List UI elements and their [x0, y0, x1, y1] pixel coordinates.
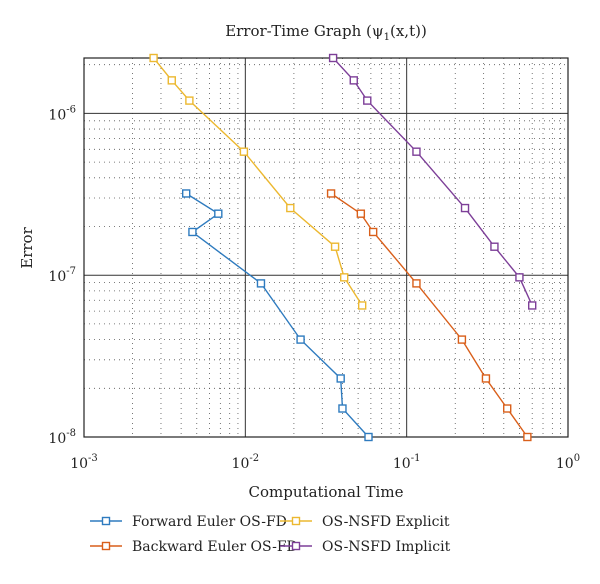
data-point — [357, 301, 367, 310]
legend-marker — [101, 516, 111, 526]
x-tick-label: 10-2 — [232, 453, 260, 472]
series-1 — [181, 189, 373, 442]
chart-title: Error-Time Graph (ψ1(x,t)) — [225, 22, 427, 43]
y-tick-label: 10-6 — [48, 104, 76, 123]
series-2 — [326, 189, 532, 442]
x-tick-label: 10-1 — [393, 453, 421, 472]
plot-axes — [83, 57, 569, 438]
data-point — [349, 76, 358, 85]
x-tick-label: 100 — [556, 453, 580, 472]
series-line — [330, 192, 528, 438]
data-point — [481, 374, 491, 383]
legend-marker — [101, 541, 111, 551]
legend-item: OS-NSFD Implicit — [280, 539, 451, 555]
data-point — [363, 96, 372, 105]
data-point — [214, 209, 223, 218]
y-tick-label: 10-7 — [48, 266, 76, 285]
data-point — [188, 227, 197, 237]
series-line — [332, 57, 533, 306]
data-point — [515, 273, 524, 282]
x-tick-label: 10-3 — [70, 453, 98, 472]
series-line — [185, 192, 370, 438]
series-3 — [149, 53, 367, 310]
tick-labels: 10-3 10-2 10-1 100 10-8 10-7 10-6 — [48, 104, 580, 472]
data-point — [149, 53, 158, 63]
plot-frame — [83, 57, 569, 438]
data-point — [181, 189, 191, 198]
data-point — [490, 242, 499, 251]
chart-title-subscript: 1 — [384, 32, 390, 43]
data-point — [528, 301, 537, 310]
data-point — [167, 76, 176, 85]
y-tick-label: 10-8 — [48, 428, 76, 447]
data-point — [503, 404, 512, 413]
data-point — [356, 209, 366, 218]
data-point — [328, 53, 338, 63]
plot-grid — [84, 58, 568, 437]
series-layer — [149, 53, 537, 442]
data-point — [256, 279, 266, 288]
legend-item: Backward Euler OS-FD — [90, 539, 298, 555]
data-point — [286, 203, 295, 213]
data-point — [336, 374, 345, 383]
legend-label: OS-NSFD Explicit — [322, 514, 450, 530]
legend: Forward Euler OS-FD Backward Euler OS-FD O… — [90, 514, 451, 555]
data-point — [412, 279, 421, 288]
y-axis-label: Error — [18, 226, 36, 268]
chart-title-suffix: (x,t)) — [390, 22, 427, 40]
data-point — [368, 227, 378, 237]
legend-marker — [291, 516, 301, 526]
data-point — [185, 96, 194, 105]
data-point — [339, 273, 349, 282]
legend-label: OS-NSFD Implicit — [322, 539, 451, 555]
data-point — [523, 432, 532, 442]
x-axis-label: Computational Time — [249, 483, 404, 501]
data-point — [460, 203, 470, 213]
data-point — [457, 335, 467, 344]
data-point — [364, 432, 373, 442]
data-point — [412, 147, 421, 156]
data-point — [330, 242, 340, 251]
data-point — [239, 147, 249, 156]
series-line — [153, 57, 363, 306]
legend-item: OS-NSFD Explicit — [280, 514, 450, 530]
legend-label: Forward Euler OS-FD — [132, 514, 287, 530]
data-point — [338, 404, 347, 413]
series-4 — [328, 53, 537, 310]
legend-label: Backward Euler OS-FD — [132, 539, 298, 555]
legend-item: Forward Euler OS-FD — [90, 514, 287, 530]
data-point — [326, 189, 336, 198]
legend-marker — [291, 541, 301, 551]
chart-title-main: Error-Time Graph (ψ — [225, 22, 383, 40]
data-point — [296, 335, 305, 344]
